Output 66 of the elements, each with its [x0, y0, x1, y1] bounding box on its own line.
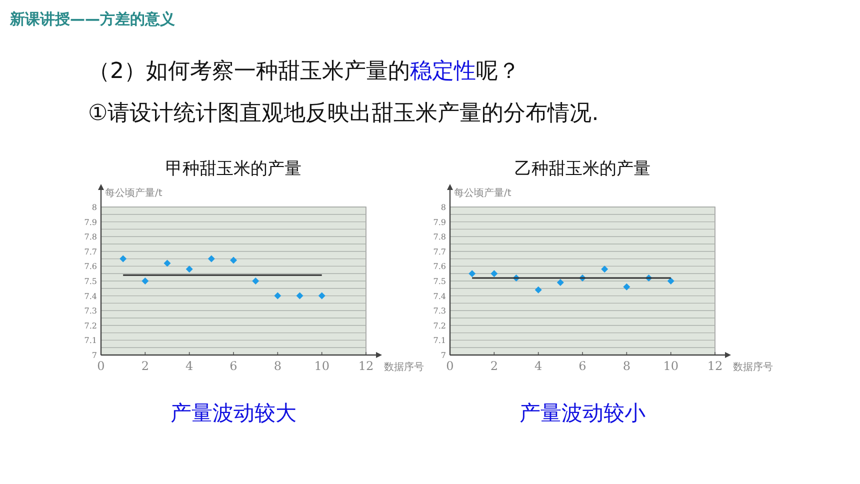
- text: 产量波动较大: [170, 401, 296, 425]
- x-tick-label: 12: [358, 359, 374, 373]
- y-tick-label: 7.7: [433, 247, 446, 256]
- y-tick-label: 7.6: [84, 262, 97, 272]
- x-tick-label: 12: [707, 359, 723, 373]
- x-axis-title: 数据序号: [384, 361, 424, 373]
- point: [208, 255, 215, 262]
- y-tick-label: 7.1: [84, 336, 97, 346]
- chart-title: 乙种甜玉米的产量: [514, 159, 650, 179]
- point: [296, 292, 304, 300]
- y-tick-label: 7.8: [433, 232, 446, 242]
- x-tick-label: 6: [578, 359, 586, 373]
- x-tick-label: 2: [141, 359, 149, 373]
- y-tick-label: 7.5: [84, 277, 97, 286]
- text: （2）如何考察一种甜玉米产量的: [88, 59, 410, 84]
- x-tick-label: 2: [490, 359, 498, 373]
- point: [623, 283, 630, 290]
- y-tick-label: 7.9: [433, 218, 446, 227]
- x-tick-label: 0: [97, 359, 105, 373]
- x-tick-label: 6: [230, 359, 238, 373]
- text: 产量波动较小: [520, 401, 646, 425]
- y-tick-label: 7.4: [433, 292, 446, 301]
- x-tick-label: 0: [446, 359, 454, 373]
- point: [142, 278, 149, 284]
- x-tick-label: 4: [186, 359, 194, 373]
- text: 呢？: [476, 59, 520, 84]
- y-tick-label: 7: [92, 351, 97, 360]
- y-tick-label: 7.8: [84, 232, 97, 242]
- y-tick-label: 7.5: [433, 277, 446, 286]
- point: [274, 292, 282, 300]
- point: [186, 266, 193, 273]
- y-tick-label: 7.3: [433, 306, 446, 316]
- x-tick-label: 10: [314, 359, 330, 373]
- point: [490, 270, 498, 278]
- y-tick-label: 7.9: [84, 218, 97, 227]
- x-axis-title: 数据序号: [733, 361, 773, 373]
- y-tick-label: 7: [440, 351, 446, 360]
- y-tick-label: 8: [92, 203, 97, 212]
- point: [120, 255, 127, 262]
- point: [318, 292, 326, 300]
- x-tick-label: 8: [274, 359, 282, 373]
- x-tick-label: 10: [663, 359, 678, 373]
- x-tick-label: 4: [534, 359, 543, 373]
- point: [534, 286, 542, 294]
- y-tick-label: 7.2: [84, 321, 97, 330]
- y-tick-label: 7.3: [84, 306, 97, 316]
- y-tick-label: 7.2: [433, 321, 446, 330]
- y-tick-label: 7.6: [433, 262, 446, 272]
- text: 稳定性: [410, 59, 476, 84]
- point: [164, 260, 171, 267]
- y-tick-label: 7.1: [433, 336, 446, 346]
- y-axis-title: 每公顷产量/t: [454, 187, 512, 199]
- y-axis-title: 每公顷产量/t: [105, 187, 162, 199]
- y-tick-label: 8: [440, 203, 446, 212]
- chart-title: 甲种甜玉米的产量: [166, 159, 302, 179]
- point: [556, 278, 564, 286]
- point: [468, 270, 476, 278]
- text: 新课讲授——方差的意义: [9, 10, 176, 28]
- x-tick-label: 8: [622, 359, 630, 373]
- point: [230, 256, 237, 264]
- y-tick-label: 7.7: [84, 247, 97, 256]
- point: [601, 266, 608, 273]
- y-tick-label: 7.4: [84, 292, 97, 301]
- text: ①请设计统计图直观地反映出甜玉米产量的分布情况.: [88, 101, 599, 126]
- point: [252, 278, 260, 284]
- point: [667, 278, 674, 284]
